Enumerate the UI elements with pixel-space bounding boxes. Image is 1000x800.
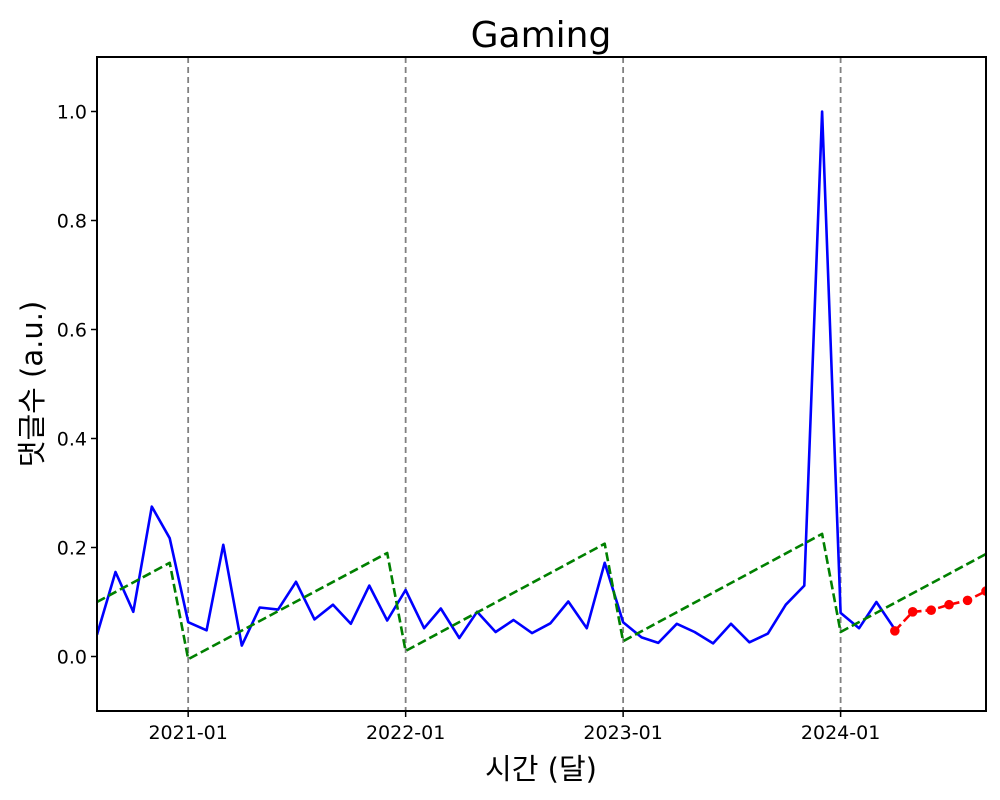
y-tick-label-0: 0.0: [57, 647, 87, 669]
series-2-point-5: [981, 586, 986, 596]
series-2-point-3: [944, 599, 954, 610]
series-1-line: [97, 532, 986, 661]
x-axis-label: 시간 (달): [485, 752, 597, 786]
y-tick-label-3: 0.6: [57, 320, 87, 342]
y-tick-label-5: 1.0: [57, 102, 87, 124]
x-tick-label-1: 2022-01: [366, 722, 445, 744]
y-tick-label-1: 0.2: [57, 538, 87, 560]
series-0-line: [97, 110, 896, 647]
series-layer: [97, 110, 986, 661]
series-1: [97, 532, 986, 661]
series-2-point-4: [962, 595, 973, 606]
y-tick-label-2: 0.4: [57, 429, 87, 451]
plot-frame: [96, 56, 987, 712]
x-tick-label-3: 2024-01: [801, 722, 880, 744]
series-0: [97, 110, 896, 647]
series-2-point-2: [926, 605, 936, 615]
chart-title: Gaming: [471, 15, 612, 56]
x-tick-label-2: 2023-01: [583, 722, 662, 744]
y-tick-label-4: 0.8: [57, 211, 87, 233]
y-axis-label: 댓글수 (a.u.): [15, 301, 49, 467]
y-axis-ticks: 0.0 0.2 0.4 0.6 0.8 1.0: [57, 102, 97, 669]
series-2-point-1: [907, 607, 918, 617]
x-axis-ticks: 2021-01 2022-01 2023-01 2024-01: [148, 711, 880, 744]
series-2-point-0: [890, 626, 900, 636]
x-tick-label-0: 2021-01: [148, 722, 227, 744]
series-2: [890, 586, 986, 636]
